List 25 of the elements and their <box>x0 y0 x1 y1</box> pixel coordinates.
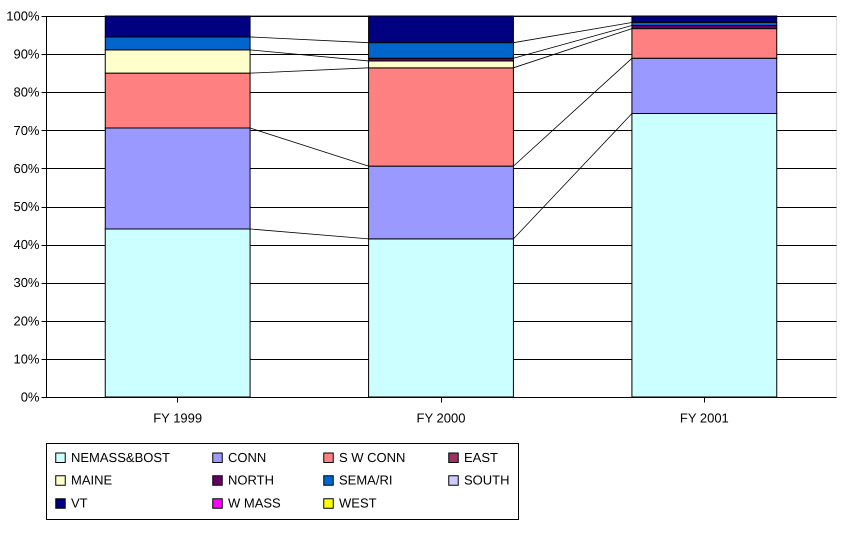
legend-label: WEST <box>339 496 377 510</box>
x-tick-label: FY 1999 <box>153 410 202 426</box>
legend-label: S W CONN <box>339 450 406 465</box>
legend-label: SOUTH <box>464 472 510 488</box>
y-tick-label: 10% <box>13 351 40 366</box>
y-tick-label: 40% <box>13 237 40 252</box>
y-tick-label: 90% <box>13 46 40 62</box>
legend-label: SEMA/RI <box>339 472 392 488</box>
legend-label: VT <box>71 496 88 510</box>
legend-label: EAST <box>464 450 498 465</box>
x-tick-label: FY 2000 <box>416 410 466 426</box>
y-tick-label: 60% <box>13 160 40 176</box>
y-tick-label: 20% <box>13 313 40 328</box>
legend-label: CONN <box>228 450 266 465</box>
legend-label: NORTH <box>228 472 274 488</box>
legend-label: W MASS <box>228 496 282 510</box>
y-tick-label: 30% <box>13 275 40 290</box>
y-tick-label: 100% <box>6 8 40 24</box>
y-tick-label: 0% <box>20 390 40 404</box>
y-tick-label: 50% <box>13 199 40 214</box>
y-tick-label: 80% <box>13 84 40 100</box>
x-tick-label: FY 2001 <box>680 410 729 426</box>
y-tick-label: 70% <box>13 122 40 138</box>
legend-label: MAINE <box>71 472 112 488</box>
legend-label: NEMASS&BOST <box>71 450 170 465</box>
